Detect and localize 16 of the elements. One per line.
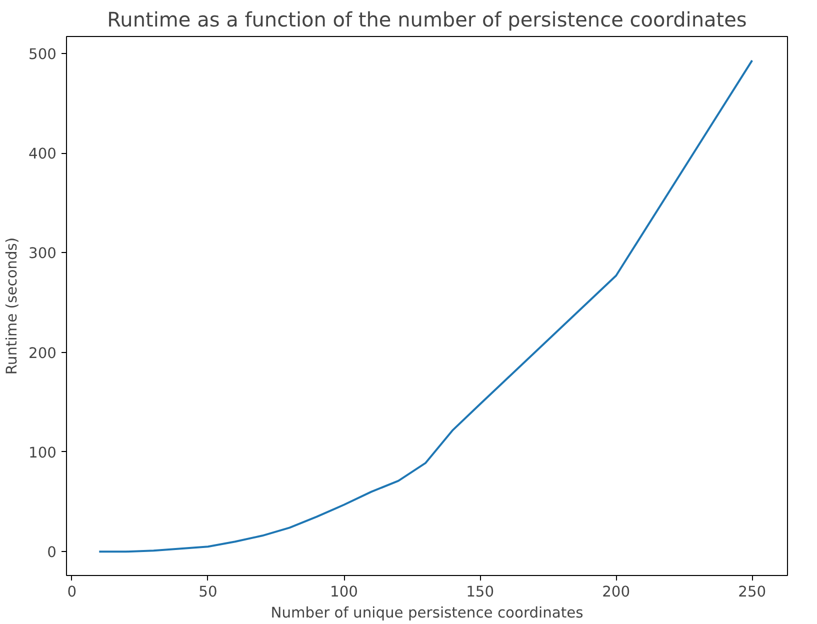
- x-tick-label: 250: [738, 584, 766, 600]
- x-tick-label: 150: [466, 584, 494, 600]
- y-tick-label: 300: [28, 245, 57, 262]
- y-tick-label: 100: [28, 444, 57, 462]
- x-tick-label: 50: [198, 584, 218, 600]
- y-tick-label: 400: [28, 146, 57, 163]
- x-tick-label: 200: [602, 584, 630, 600]
- chart-title: Runtime as a function of the number of persistence coordinates: [107, 8, 747, 32]
- y-tick-label: 200: [28, 344, 57, 362]
- x-tick-label: 100: [330, 584, 358, 600]
- x-axis-title: Number of unique persistence coordinates: [270, 604, 584, 622]
- y-axis-title: Runtime (seconds): [4, 237, 21, 375]
- line-series: [98, 59, 754, 553]
- y-tick-label: 500: [28, 46, 57, 63]
- x-tick-label: 0: [67, 584, 77, 600]
- y-tick-label: 0: [47, 544, 57, 562]
